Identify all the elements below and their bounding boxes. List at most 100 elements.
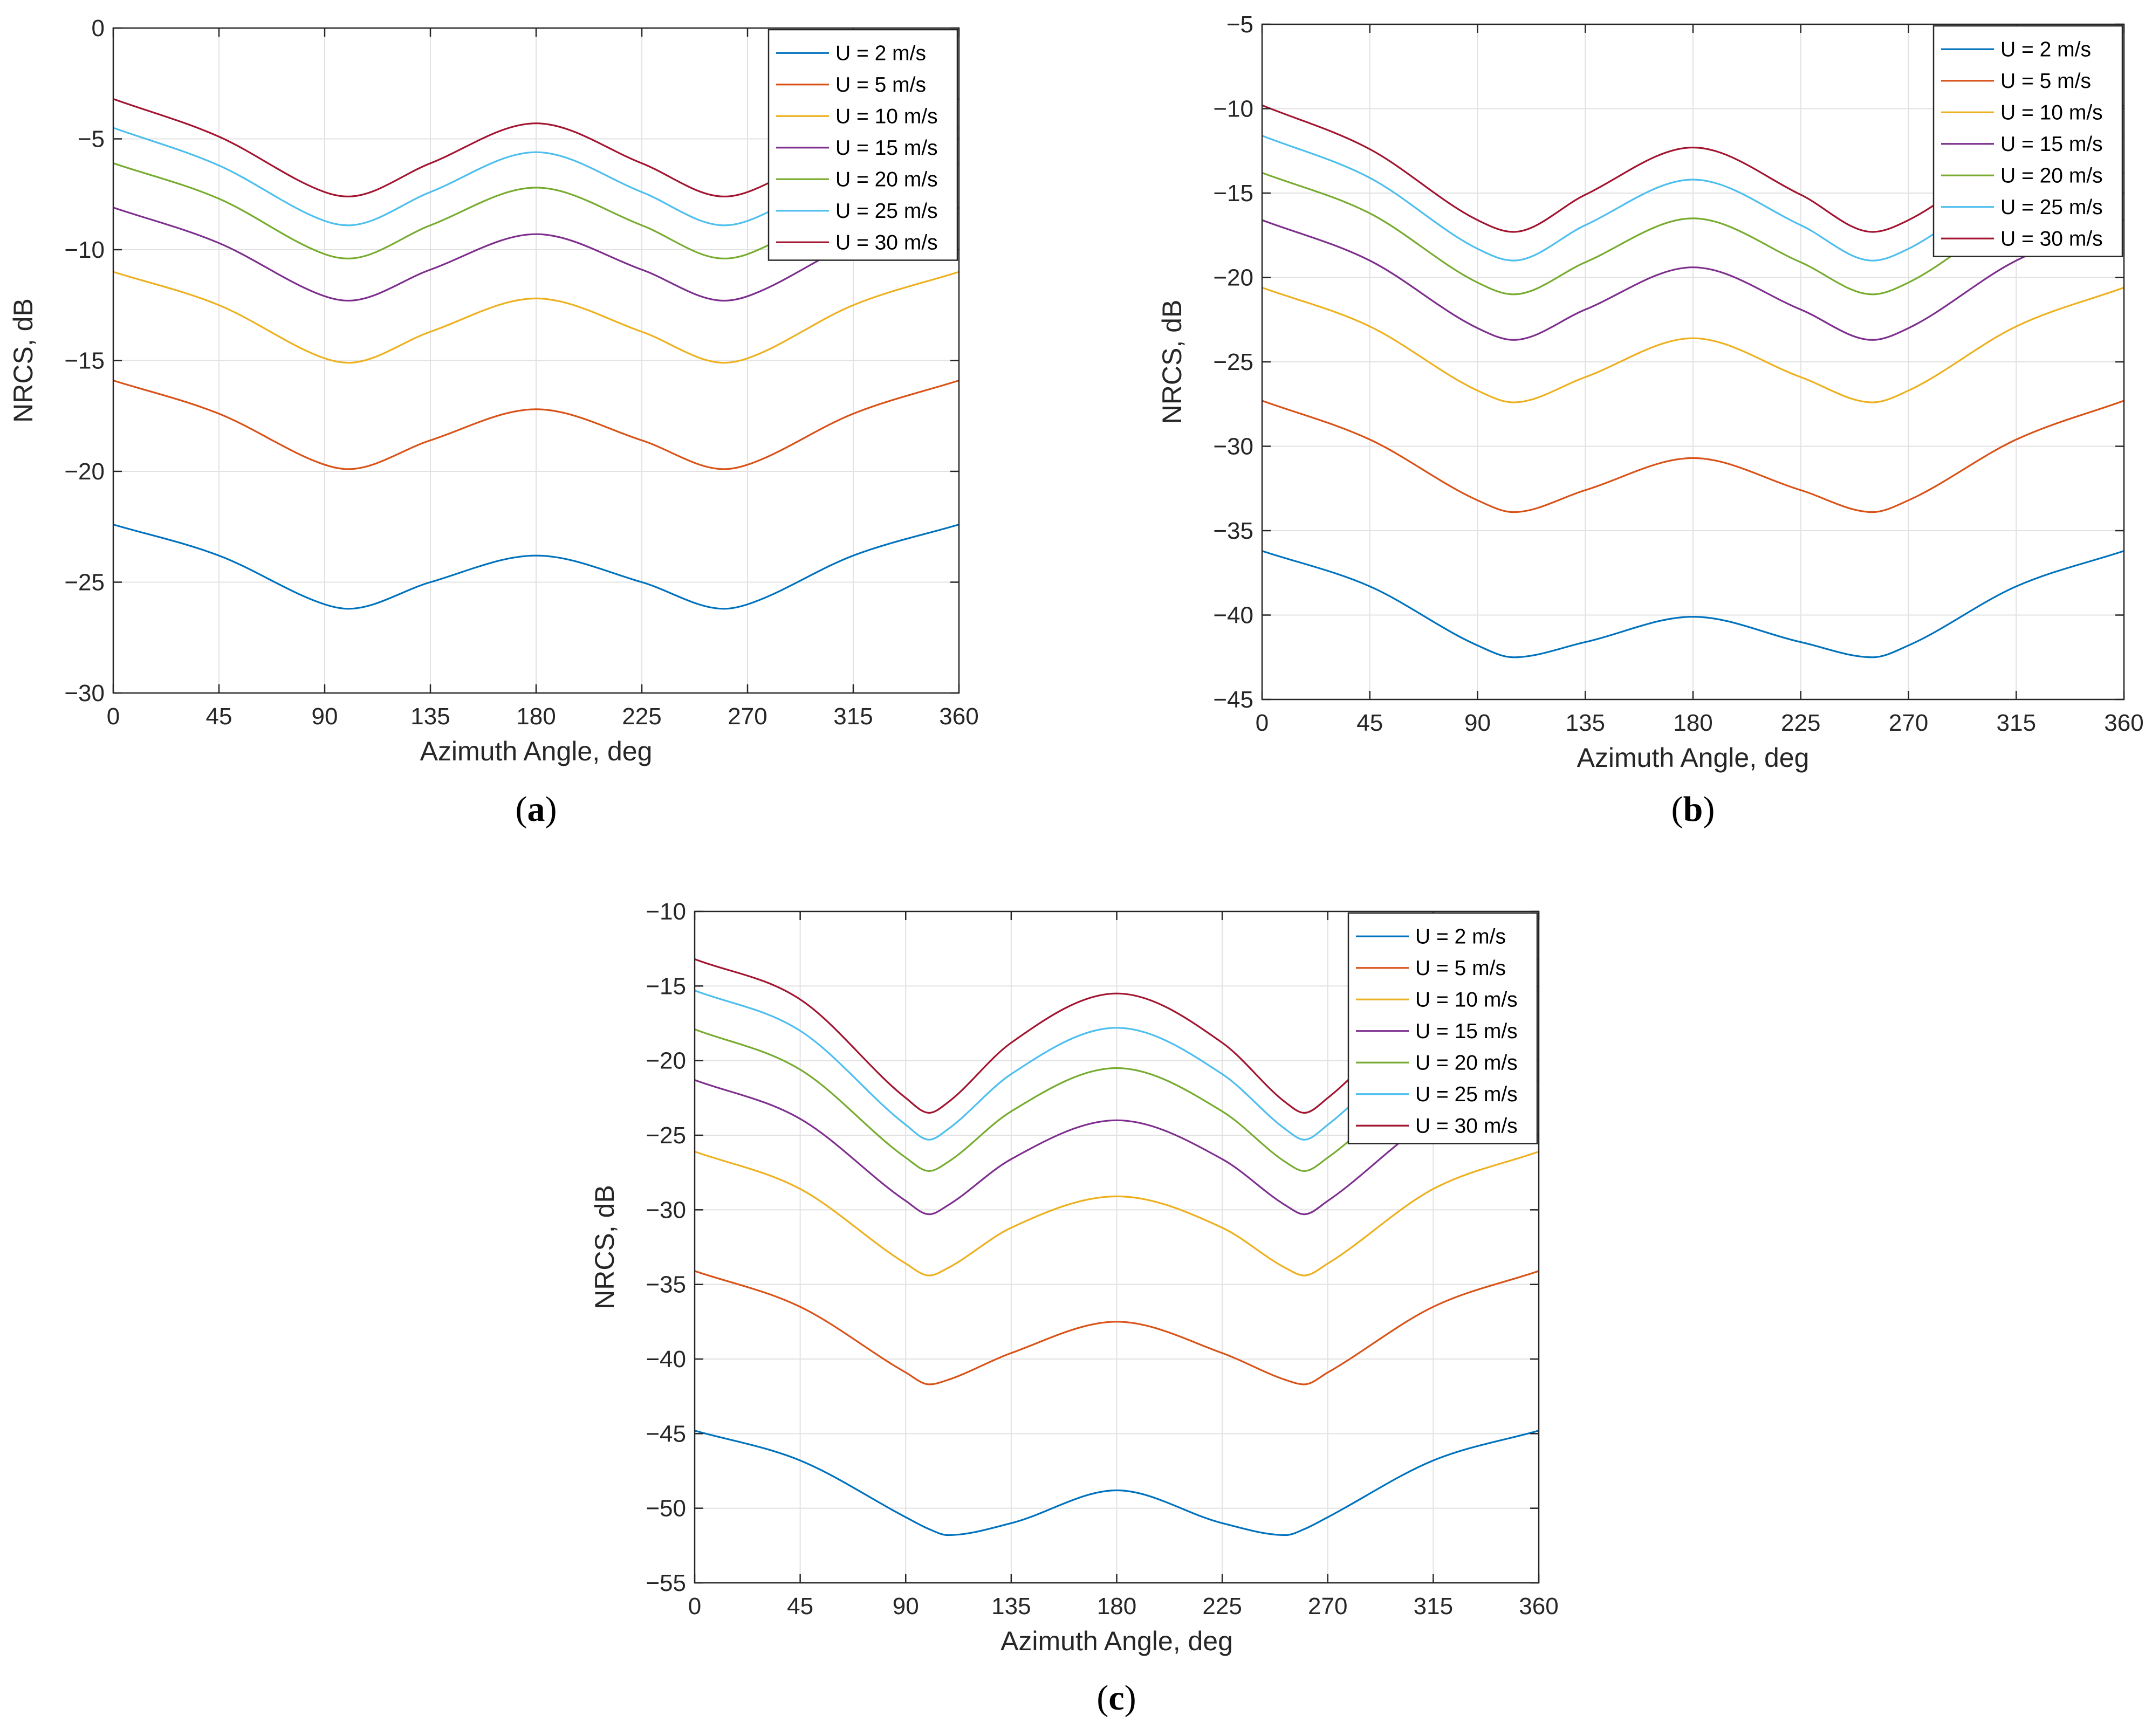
legend-entry-label: U = 20 m/s: [2000, 164, 2103, 187]
y-tick-label: −50: [646, 1495, 686, 1522]
y-tick-label: −30: [1213, 434, 1253, 460]
legend-entry-label: U = 10 m/s: [2000, 101, 2103, 124]
series-line-2ms: [694, 1430, 1539, 1536]
panel-caption: (a): [516, 790, 557, 829]
series-line-2ms: [113, 524, 960, 610]
series-line-5ms: [1262, 400, 2124, 513]
y-tick-label: −25: [646, 1122, 686, 1149]
y-tick-label: −10: [646, 898, 686, 925]
x-tick-label: 315: [1414, 1593, 1453, 1620]
y-tick-label: −5: [78, 126, 105, 153]
legend-entry-label: U = 5 m/s: [835, 73, 926, 97]
legend-entry-label: U = 25 m/s: [2000, 196, 2103, 219]
legend-entry-label: U = 10 m/s: [1415, 988, 1518, 1011]
series-line-15ms: [113, 207, 960, 302]
series-line-5ms: [694, 1270, 1539, 1385]
y-tick-label: −20: [646, 1048, 686, 1074]
caption-open-paren: (: [516, 790, 527, 829]
x-tick-label: 270: [1308, 1593, 1347, 1620]
series-line-10ms: [694, 1150, 1539, 1277]
caption-letter: b: [1683, 790, 1703, 829]
legend-entry-label: U = 20 m/s: [1415, 1051, 1518, 1074]
x-tick-label: 135: [410, 703, 450, 730]
x-tick-label: 135: [991, 1593, 1031, 1620]
legend-entry-label: U = 2 m/s: [1415, 925, 1506, 948]
panel-caption: (c): [1096, 1678, 1136, 1718]
legend-entry-label: U = 15 m/s: [1415, 1020, 1518, 1043]
x-tick-label: 315: [1997, 710, 2036, 736]
caption-open-paren: (: [1671, 790, 1683, 829]
y-tick-label: −15: [1213, 180, 1253, 207]
caption-close-paren: ): [1703, 790, 1715, 829]
x-tick-label: 315: [833, 703, 873, 730]
series-line-2ms: [1262, 550, 2124, 658]
y-tick-label: −30: [646, 1197, 686, 1223]
legend-entry-label: U = 25 m/s: [835, 200, 938, 223]
y-tick-label: −25: [1213, 349, 1253, 375]
x-tick-label: 90: [312, 703, 338, 730]
x-tick-label: 90: [893, 1593, 919, 1620]
legend-entry-label: U = 30 m/s: [2000, 227, 2103, 250]
caption-open-paren: (: [1096, 1678, 1108, 1718]
y-axis-label: NRCS, dB: [1157, 300, 1187, 424]
y-tick-label: −20: [64, 458, 105, 485]
caption-close-paren: ): [545, 790, 557, 829]
legend-entry-label: U = 10 m/s: [835, 105, 938, 128]
y-axis-label: NRCS, dB: [8, 298, 38, 423]
x-tick-label: 360: [2104, 710, 2143, 736]
y-tick-label: −40: [646, 1346, 686, 1373]
x-tick-label: 0: [1256, 710, 1269, 736]
series-line-5ms: [113, 379, 960, 470]
series-line-15ms: [694, 1079, 1539, 1216]
legend: U = 2 m/s U = 5 m/s U = 10 m/s U = 15 m/s U …: [767, 29, 958, 261]
x-tick-label: 90: [1464, 710, 1491, 736]
x-tick-label: 180: [1097, 1593, 1136, 1620]
y-tick-label: −25: [64, 569, 105, 596]
series-line-10ms: [113, 271, 960, 364]
x-tick-label: 270: [1889, 710, 1928, 736]
legend-entry-label: U = 15 m/s: [2000, 133, 2103, 156]
legend-entry-label: U = 30 m/s: [835, 231, 938, 254]
series-line-10ms: [1262, 286, 2124, 403]
y-tick-label: −15: [64, 348, 105, 374]
series-line-15ms: [1262, 219, 2124, 341]
legend-entry-label: U = 2 m/s: [835, 42, 926, 65]
legend-entry-label: U = 15 m/s: [835, 136, 938, 160]
legend-entry-label: U = 2 m/s: [2000, 38, 2091, 61]
y-tick-label: −45: [1213, 687, 1253, 713]
y-tick-label: −35: [646, 1272, 686, 1298]
y-axis-label: NRCS, dB: [590, 1185, 620, 1309]
x-tick-label: 45: [787, 1593, 813, 1620]
caption-letter: c: [1108, 1678, 1124, 1718]
y-tick-label: −30: [64, 680, 105, 706]
legend-box: [1347, 912, 1538, 1144]
caption-close-paren: ): [1125, 1678, 1136, 1718]
y-tick-label: −45: [646, 1421, 686, 1447]
y-tick-label: −10: [1213, 96, 1253, 122]
chart-panel-b: 0 45 90 135 180 225 270 315 360 −45 −40 −35 −30 −25 −2…: [1157, 11, 2144, 829]
y-tick-label: 0: [92, 15, 105, 42]
x-tick-label: 225: [1781, 710, 1820, 736]
x-tick-label: 360: [939, 703, 978, 730]
legend-entry-label: U = 30 m/s: [1415, 1114, 1518, 1137]
x-tick-label: 180: [1673, 710, 1712, 736]
y-tick-label: −15: [646, 973, 686, 999]
legend-box: [1932, 25, 2123, 257]
y-tick-label: −35: [1213, 518, 1253, 544]
legend-box: [767, 29, 958, 261]
x-tick-label: 225: [1202, 1593, 1242, 1620]
caption-letter: a: [527, 790, 545, 829]
legend-entry-label: U = 25 m/s: [1415, 1083, 1518, 1106]
y-tick-label: −10: [64, 237, 105, 263]
legend: U = 2 m/s U = 5 m/s U = 10 m/s U = 15 m/s U …: [1932, 25, 2123, 257]
x-axis-label: Azimuth Angle, deg: [420, 736, 653, 766]
chart-panel-a: 0 45 90 135 180 225 270 315 360 −30 −25 −20 −15 −10 −5…: [8, 15, 979, 829]
chart-panel-c: 0 45 90 135 180 225 270 315 360 −55 −50 −45 −40 −35 −3…: [590, 898, 1559, 1718]
x-tick-label: 0: [107, 703, 120, 730]
y-tick-label: −5: [1226, 11, 1253, 38]
tick-marks: [112, 27, 960, 694]
x-tick-label: 45: [206, 703, 232, 730]
x-axis-label: Azimuth Angle, deg: [1577, 743, 1810, 773]
legend-entry-label: U = 20 m/s: [835, 168, 938, 191]
